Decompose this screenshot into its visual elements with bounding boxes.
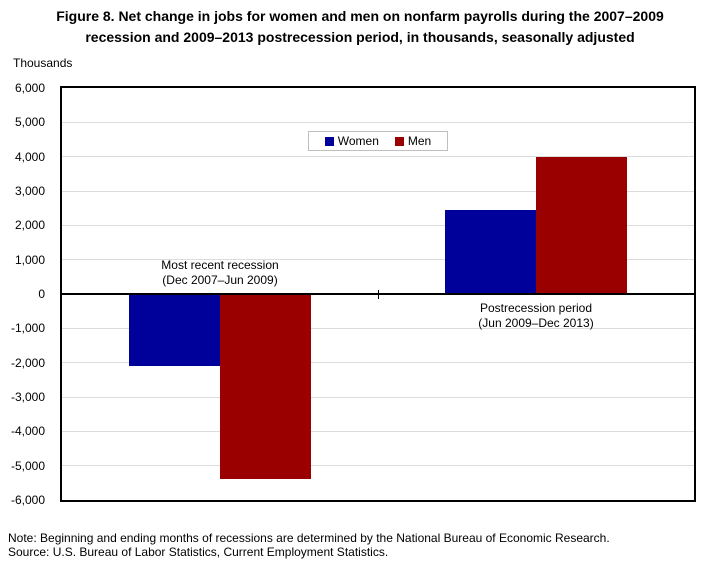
legend-swatch-men [394,136,404,146]
y-axis-tick-label: 3,000 [14,184,45,198]
gridline [62,121,694,123]
footnote: Note: Beginning and ending months of rec… [8,531,610,545]
y-axis-tick-label: -4,000 [10,424,45,439]
y-axis-tick-label: -3,000 [10,390,45,404]
y-axis-tick-label: 5,000 [14,115,45,130]
bar-women-group1 [129,294,220,367]
source-line: Source: U.S. Bureau of Labor Statistics,… [8,545,389,559]
gridline [62,259,694,261]
gridline [62,190,694,192]
legend: Women Men [308,131,448,151]
chart-title: Figure 8. Net change in jobs for women a… [0,6,720,48]
y-axis-tick-label: 2,000 [14,218,45,233]
legend-label-men: Men [407,134,432,148]
y-axis-tick-label: 4,000 [14,149,45,164]
legend-swatch-women [324,136,334,146]
legend-label-women: Women [337,134,379,148]
gridline [62,396,694,398]
y-axis-tick-label: -6,000 [10,493,45,507]
y-axis-tick-label: 1,000 [14,252,45,267]
y-axis-tick-label: -2,000 [10,355,45,370]
gridline [62,430,694,432]
plot-area: Women Men Most recent recession (Dec 2007–… [60,86,696,502]
y-axis-tick-label: 0 [38,287,45,301]
category-label-line: Postrecession period [479,301,593,315]
bar-men-group2 [536,156,627,294]
category-label-line: Most recent recession [161,258,279,272]
y-axis-labels: 6,000 5,000 4,000 3,000 2,000 1,000 0 -1,000 -2,… [0,81,45,507]
gridline [62,224,694,226]
category-label-group2: Postrecession period (Jun 2009–Dec 2013) [478,301,593,331]
category-label-group1: Most recent recession (Dec 2007–Jun 2009) [161,258,278,288]
y-axis-tick-label: 6,000 [14,81,45,95]
chart-title-line2: recession and 2009–2013 postrecession pe… [85,29,635,45]
category-label-line: (Dec 2007–Jun 2009) [162,273,278,287]
legend-item-women: Women [324,134,379,148]
gridline [62,362,694,364]
bar-women-group2 [445,209,536,294]
y-axis-tick-label: -1,000 [10,321,45,336]
y-axis-unit-label: Thousands [13,56,73,70]
chart-title-line1: Figure 8. Net change in jobs for women a… [56,8,664,24]
x-axis-center-tick [378,289,379,299]
gridline [62,156,694,158]
legend-item-men: Men [394,134,432,148]
category-label-line: (Jun 2009–Dec 2013) [478,316,594,330]
gridline [62,327,694,329]
gridline [62,465,694,467]
bar-men-group1 [220,294,311,480]
y-axis-tick-label: -5,000 [10,458,45,473]
